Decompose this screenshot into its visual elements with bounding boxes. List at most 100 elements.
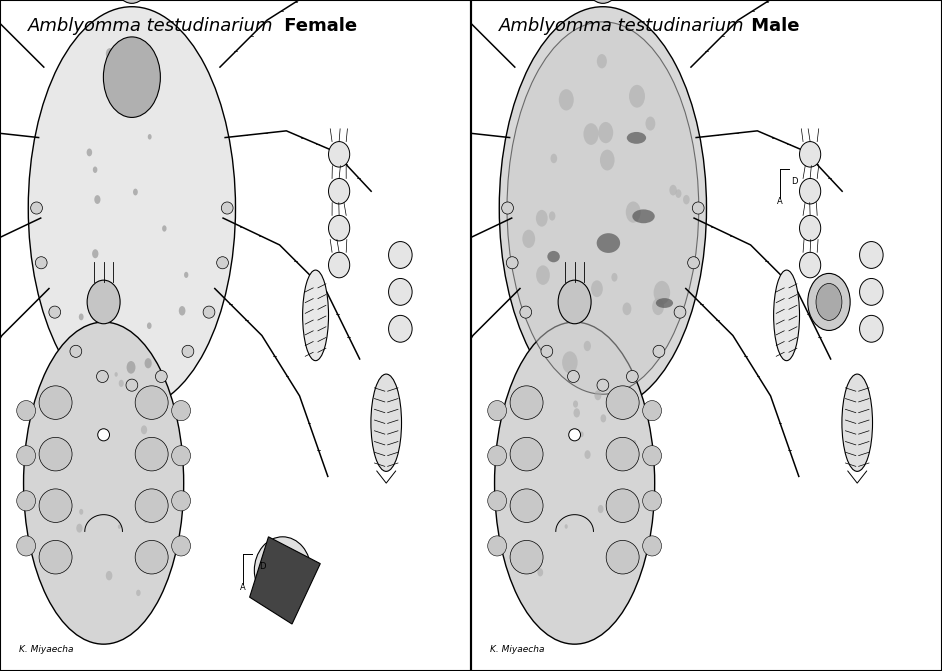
Circle shape (623, 303, 631, 315)
Ellipse shape (607, 540, 639, 574)
Circle shape (522, 229, 535, 248)
Ellipse shape (488, 491, 507, 511)
Ellipse shape (24, 322, 184, 644)
Ellipse shape (816, 283, 842, 320)
Circle shape (147, 322, 152, 329)
Ellipse shape (488, 536, 507, 556)
Ellipse shape (28, 7, 236, 409)
Ellipse shape (39, 489, 72, 523)
Text: Amblyomma testudinarium: Amblyomma testudinarium (28, 17, 274, 35)
Ellipse shape (642, 446, 661, 466)
Circle shape (559, 89, 574, 111)
Circle shape (179, 306, 186, 315)
Ellipse shape (656, 298, 674, 308)
Ellipse shape (302, 270, 329, 361)
Ellipse shape (567, 370, 579, 382)
Ellipse shape (171, 446, 190, 466)
Circle shape (573, 401, 578, 408)
Ellipse shape (388, 278, 412, 305)
Ellipse shape (558, 280, 592, 324)
Ellipse shape (155, 370, 168, 382)
Circle shape (118, 525, 121, 529)
Circle shape (549, 211, 556, 221)
Ellipse shape (597, 379, 609, 391)
Ellipse shape (607, 437, 639, 471)
Ellipse shape (17, 491, 36, 511)
Circle shape (594, 391, 601, 401)
Circle shape (683, 195, 690, 205)
Ellipse shape (329, 215, 349, 241)
Ellipse shape (254, 537, 311, 604)
Polygon shape (250, 537, 320, 624)
Ellipse shape (842, 374, 872, 471)
Ellipse shape (98, 429, 109, 441)
Ellipse shape (388, 242, 412, 268)
Circle shape (632, 440, 636, 445)
Circle shape (76, 523, 83, 533)
Circle shape (652, 298, 664, 315)
Circle shape (600, 414, 607, 423)
Circle shape (611, 273, 618, 282)
Circle shape (115, 372, 118, 376)
Ellipse shape (96, 370, 108, 382)
Circle shape (537, 568, 544, 576)
Circle shape (574, 298, 590, 321)
Circle shape (654, 281, 670, 305)
Circle shape (536, 210, 547, 227)
Circle shape (533, 389, 539, 398)
Ellipse shape (502, 202, 513, 214)
Ellipse shape (114, 0, 150, 3)
Ellipse shape (859, 278, 883, 305)
Circle shape (550, 154, 558, 163)
Ellipse shape (171, 401, 190, 421)
Ellipse shape (171, 491, 190, 511)
Circle shape (93, 166, 97, 173)
Circle shape (94, 195, 101, 204)
Ellipse shape (329, 178, 349, 204)
Circle shape (92, 249, 98, 258)
Circle shape (133, 189, 138, 195)
Ellipse shape (807, 274, 851, 330)
Circle shape (574, 408, 580, 417)
Circle shape (144, 358, 152, 368)
Circle shape (645, 117, 656, 131)
Ellipse shape (511, 540, 543, 574)
Ellipse shape (329, 252, 349, 278)
Ellipse shape (607, 386, 639, 419)
Circle shape (675, 189, 681, 198)
Ellipse shape (39, 540, 72, 574)
Ellipse shape (560, 297, 580, 309)
Circle shape (79, 509, 83, 515)
Circle shape (162, 225, 167, 231)
Ellipse shape (136, 386, 169, 419)
Ellipse shape (642, 536, 661, 556)
Ellipse shape (607, 489, 639, 523)
Ellipse shape (642, 401, 661, 421)
Circle shape (87, 148, 92, 156)
Ellipse shape (692, 202, 704, 214)
Text: Male: Male (745, 17, 800, 35)
Ellipse shape (221, 202, 233, 214)
Ellipse shape (520, 306, 531, 318)
Text: Female: Female (278, 17, 357, 35)
Ellipse shape (859, 242, 883, 268)
Circle shape (598, 505, 604, 513)
Circle shape (584, 450, 591, 459)
Text: D: D (791, 176, 798, 186)
Ellipse shape (674, 306, 686, 318)
Circle shape (564, 524, 568, 529)
Circle shape (591, 280, 603, 297)
Text: D: D (259, 562, 266, 572)
Ellipse shape (171, 536, 190, 556)
Circle shape (141, 425, 147, 434)
Ellipse shape (642, 491, 661, 511)
Text: A: A (240, 582, 246, 592)
Ellipse shape (126, 379, 138, 391)
Ellipse shape (585, 0, 621, 3)
Ellipse shape (773, 270, 800, 361)
Text: K. Miyaecha: K. Miyaecha (19, 646, 73, 654)
Ellipse shape (39, 386, 72, 419)
Ellipse shape (488, 401, 507, 421)
Ellipse shape (495, 322, 655, 644)
Circle shape (600, 150, 614, 170)
